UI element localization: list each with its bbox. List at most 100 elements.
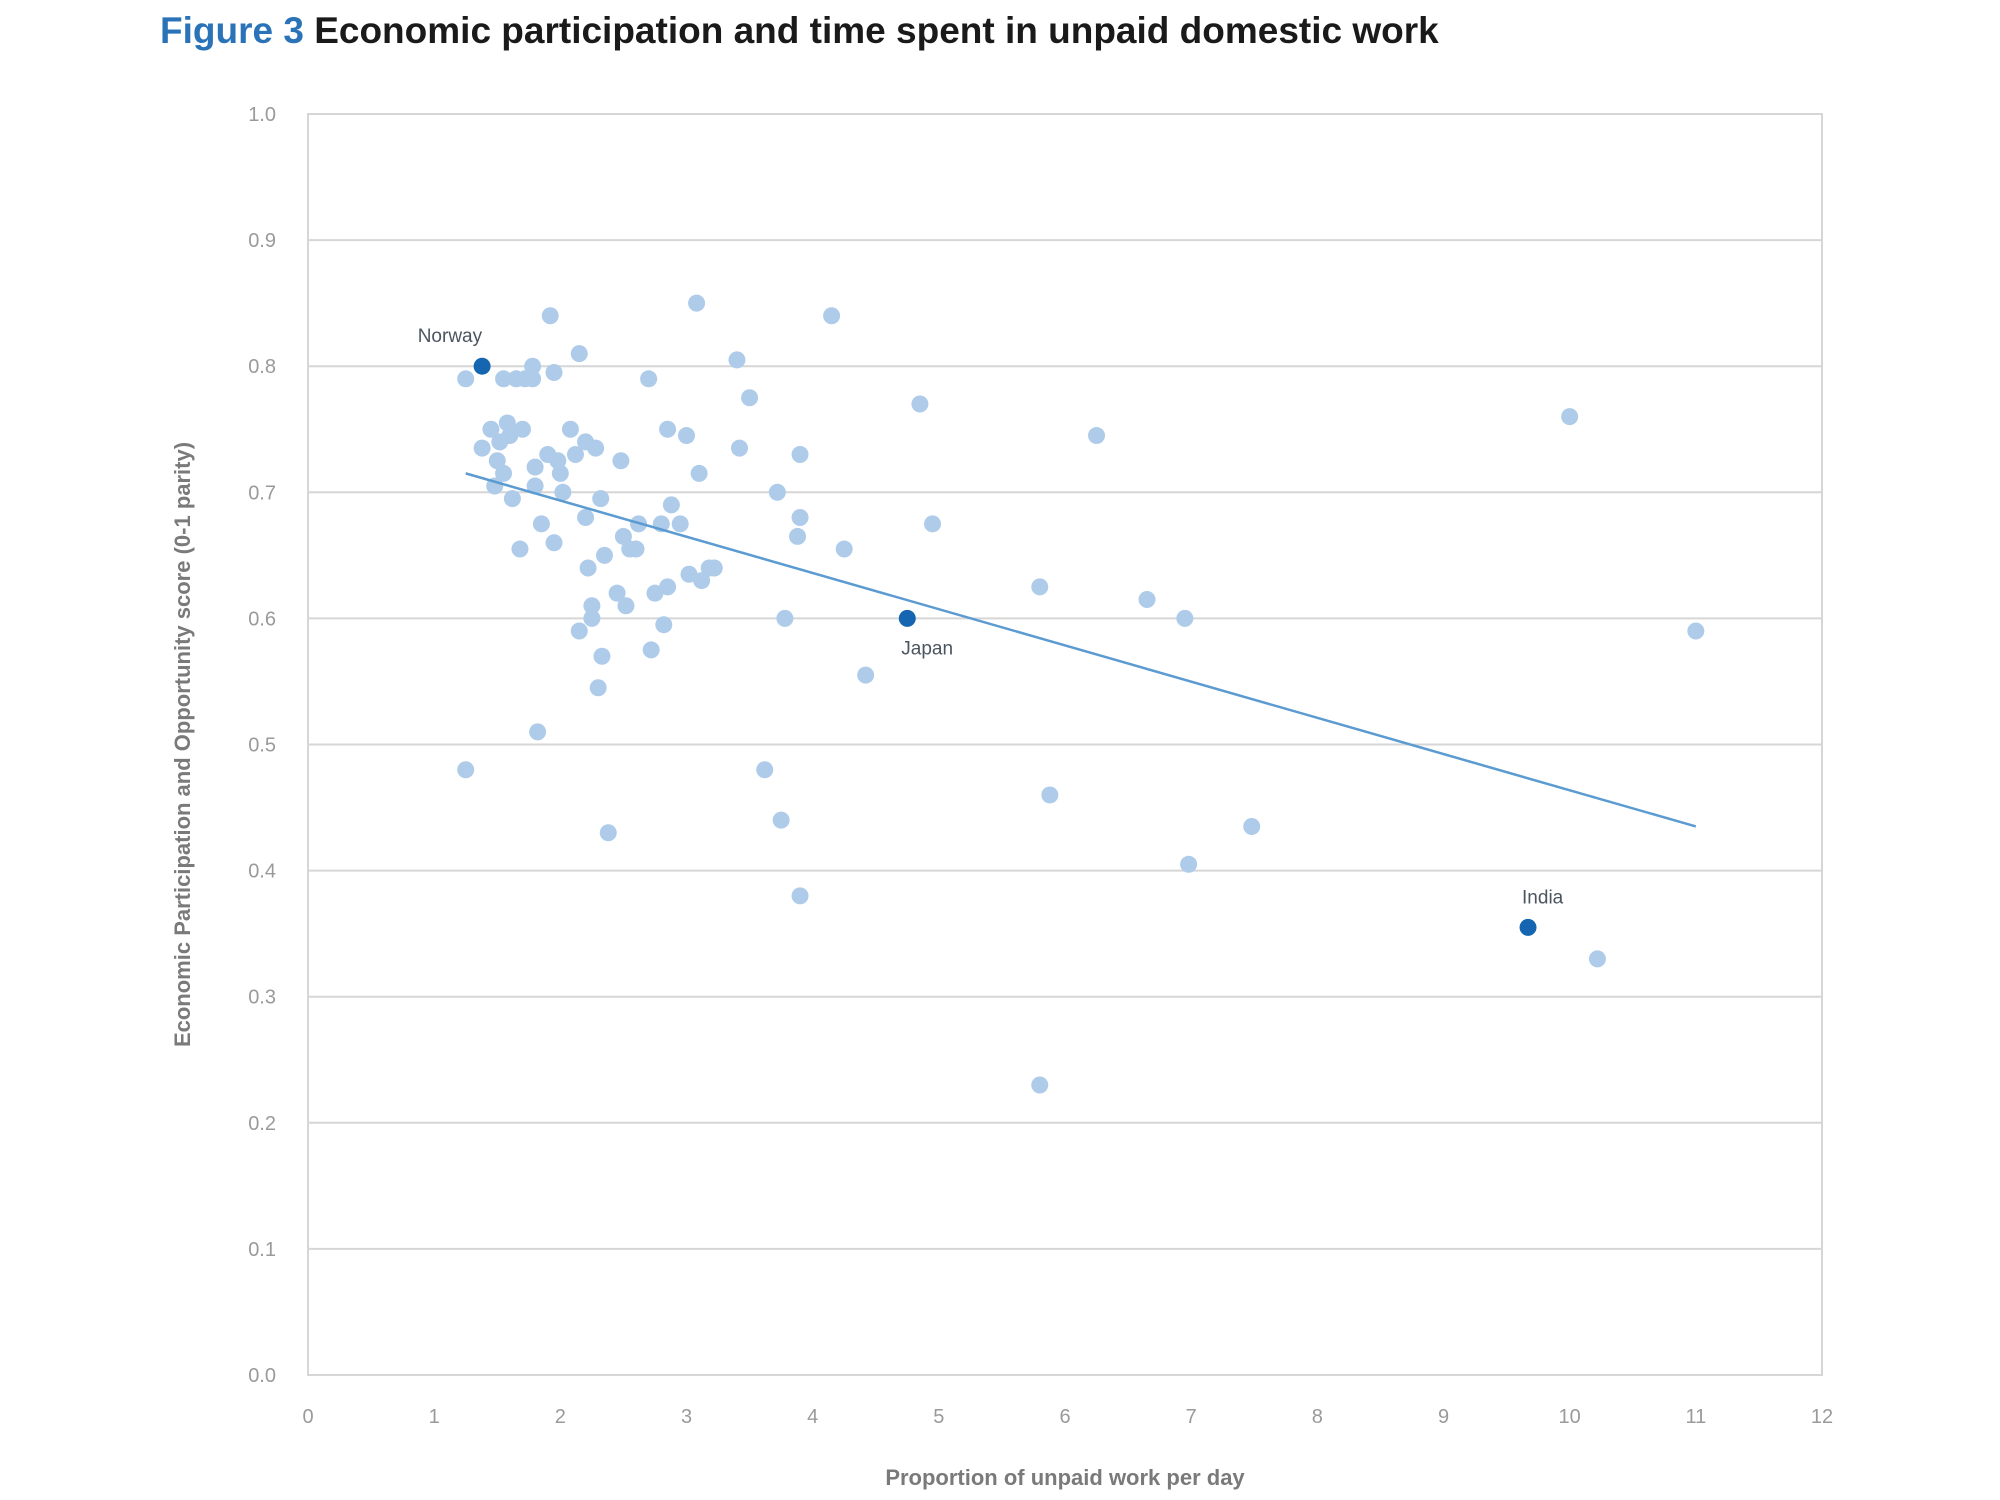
gridlines <box>308 113 1822 1376</box>
x-axis-title: Proportion of unpaid work per day <box>885 1465 1245 1490</box>
data-point <box>693 572 711 590</box>
y-tick-label: 0.6 <box>248 608 276 630</box>
data-point <box>655 616 673 634</box>
y-tick-label: 0.0 <box>248 1365 276 1387</box>
highlight-label-norway: Norway <box>418 326 483 347</box>
y-tick-label: 0.9 <box>248 230 276 252</box>
data-point <box>608 584 626 602</box>
data-point <box>457 370 475 388</box>
x-tick-label: 5 <box>933 1406 944 1428</box>
y-axis-title: Economic Participation and Opportunity s… <box>170 442 195 1047</box>
data-point <box>570 345 588 363</box>
data-point <box>730 439 748 457</box>
data-point <box>529 723 547 741</box>
data-point <box>561 420 579 438</box>
data-point <box>583 597 601 615</box>
x-tick-label: 11 <box>1685 1406 1706 1428</box>
data-point <box>595 546 613 564</box>
data-point <box>587 439 605 457</box>
x-tick-label: 6 <box>1059 1406 1070 1428</box>
data-point <box>659 420 677 438</box>
highlight-point-india <box>1519 918 1537 936</box>
figure-number: Figure 3 <box>160 10 304 51</box>
data-point <box>791 509 809 527</box>
data-point <box>524 357 542 375</box>
data-point <box>617 597 635 615</box>
data-point <box>592 490 610 508</box>
trend-line <box>465 472 1697 828</box>
data-point <box>566 445 584 463</box>
data-point <box>473 439 491 457</box>
data-point <box>1588 950 1606 968</box>
data-point <box>482 420 500 438</box>
data-point <box>911 395 929 413</box>
data-point <box>526 477 544 495</box>
x-tick-label: 12 <box>1811 1406 1833 1428</box>
data-point <box>791 887 809 905</box>
data-point <box>1138 590 1156 608</box>
data-point <box>503 490 521 508</box>
x-tick-label: 10 <box>1559 1406 1581 1428</box>
data-point <box>541 307 559 325</box>
data-point <box>728 351 746 369</box>
y-tick-label: 0.4 <box>248 861 276 883</box>
x-tick-label: 1 <box>429 1406 440 1428</box>
data-point <box>642 641 660 659</box>
data-point <box>495 370 513 388</box>
highlight-point-norway <box>473 357 491 375</box>
data-point <box>1243 817 1261 835</box>
y-tick-label: 1.0 <box>248 104 276 126</box>
data-point <box>570 622 588 640</box>
data-point <box>593 647 611 665</box>
data-point <box>526 458 544 476</box>
data-point <box>1031 578 1049 596</box>
data-point <box>545 534 563 552</box>
data-point <box>768 483 786 501</box>
data-point <box>857 666 875 684</box>
x-tick-label: 7 <box>1186 1406 1197 1428</box>
data-point <box>524 370 542 388</box>
highlight-label-japan: Japan <box>901 638 953 659</box>
data-point <box>791 445 809 463</box>
x-tick-label: 9 <box>1438 1406 1449 1428</box>
data-point <box>823 307 841 325</box>
data-point <box>835 540 853 558</box>
data-point <box>589 679 607 697</box>
data-points <box>457 294 1705 1094</box>
figure-title-text: Economic participation and time spent in… <box>314 10 1439 51</box>
x-tick-label: 0 <box>302 1406 313 1428</box>
y-tick-labels: 0.0 0.1 0.2 0.3 0.4 0.5 0.6 0.7 0.8 0.9 1.0 <box>248 104 276 1387</box>
data-point <box>583 609 601 627</box>
data-point <box>756 761 774 779</box>
y-tick-label: 0.3 <box>248 987 276 1009</box>
x-tick-labels: 0 1 2 3 4 5 6 7 8 9 10 11 12 <box>302 1406 1833 1428</box>
y-tick-label: 0.1 <box>248 1239 276 1261</box>
data-point <box>614 527 632 545</box>
data-point <box>688 294 706 312</box>
data-point <box>659 578 677 596</box>
data-point <box>1176 609 1194 627</box>
x-tick-label: 8 <box>1312 1406 1323 1428</box>
data-point <box>1031 1076 1049 1094</box>
y-tick-label: 0.7 <box>248 482 276 504</box>
data-point <box>551 464 569 482</box>
data-point <box>513 420 531 438</box>
x-tick-label: 2 <box>555 1406 566 1428</box>
data-point <box>577 509 595 527</box>
data-point <box>549 452 567 470</box>
data-point <box>1041 786 1059 804</box>
data-point <box>579 559 597 577</box>
plot-frame <box>307 113 1823 1376</box>
data-point <box>772 811 790 829</box>
data-point <box>498 414 516 432</box>
data-point <box>741 389 759 407</box>
highlighted-points: Norway Japan India <box>418 326 1564 936</box>
data-point <box>599 824 617 842</box>
data-point <box>680 565 698 583</box>
data-point <box>545 364 563 382</box>
data-point <box>457 761 475 779</box>
data-point <box>532 515 550 533</box>
data-point <box>776 609 794 627</box>
data-point <box>678 427 695 445</box>
